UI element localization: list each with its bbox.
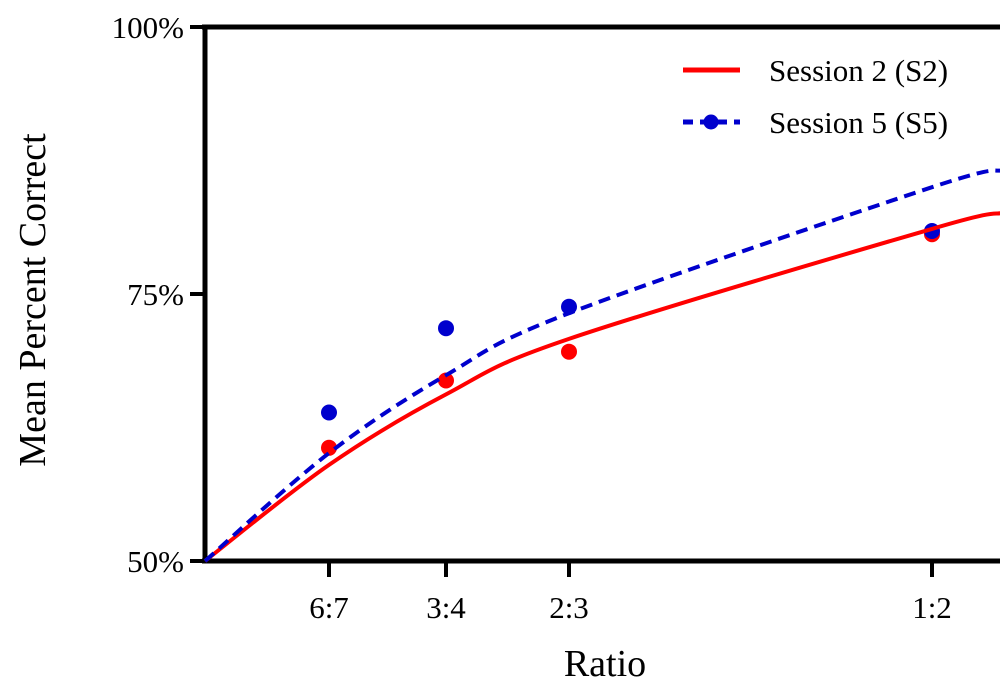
x-tick-label-1-2: 1:2	[912, 590, 952, 625]
legend: Session 2 (S2) Session 5 (S5)	[683, 53, 948, 140]
legend-label-session-5: Session 5 (S5)	[769, 105, 948, 140]
data-point-session-5-6-7	[321, 404, 337, 421]
y-tick-label-75: 75%	[127, 277, 184, 312]
legend-marker-session-5	[703, 114, 719, 130]
y-tick-label-50: 50%	[127, 544, 184, 579]
data-point-session-5-3-4	[438, 320, 454, 337]
fit-curve-session-2	[203, 211, 1000, 563]
x-tick-label-6-7: 6:7	[309, 590, 349, 625]
data-point-session-2-3-4	[438, 372, 454, 389]
x-tick-label-2-3: 2:3	[549, 590, 589, 625]
data-point-session-2-6-7	[321, 439, 337, 456]
plot-area	[203, 168, 1000, 563]
data-point-session-2-2-3	[561, 343, 577, 360]
x-tick-label-3-4: 3:4	[426, 590, 466, 625]
legend-label-session-2: Session 2 (S2)	[769, 53, 948, 88]
y-tick-label-100: 100%	[112, 10, 184, 45]
x-axis-title: Ratio	[564, 643, 646, 682]
fit-curve-session-5	[203, 168, 1000, 563]
y-axis-title: Mean Percent Correct	[12, 133, 54, 467]
